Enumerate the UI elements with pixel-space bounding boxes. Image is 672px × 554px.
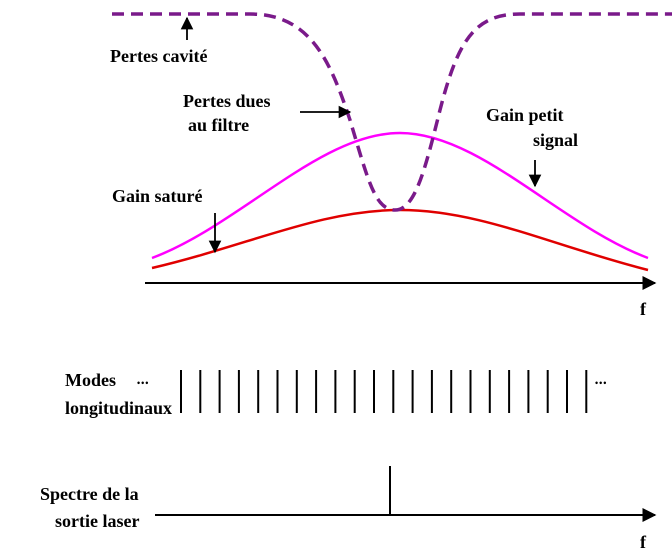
label: Pertes dues	[183, 91, 270, 111]
label: Modes	[65, 370, 116, 390]
label: Gain saturé	[112, 186, 203, 206]
label: Gain petit	[486, 105, 564, 125]
label: sortie laser	[55, 511, 139, 531]
ellipsis: •••	[595, 378, 607, 388]
label: Pertes cavité	[110, 46, 207, 66]
label: Spectre de la	[40, 484, 139, 504]
ellipsis: •••	[137, 378, 149, 388]
label: au filtre	[188, 115, 249, 135]
gain-small-signal-curve	[151, 131, 649, 260]
label: longitudinaux	[65, 398, 172, 418]
label: signal	[533, 130, 578, 150]
filter-loss-curve	[112, 12, 672, 212]
mode-lines	[180, 370, 588, 413]
axis-label: f	[640, 299, 647, 319]
axis-label: f	[640, 532, 647, 552]
